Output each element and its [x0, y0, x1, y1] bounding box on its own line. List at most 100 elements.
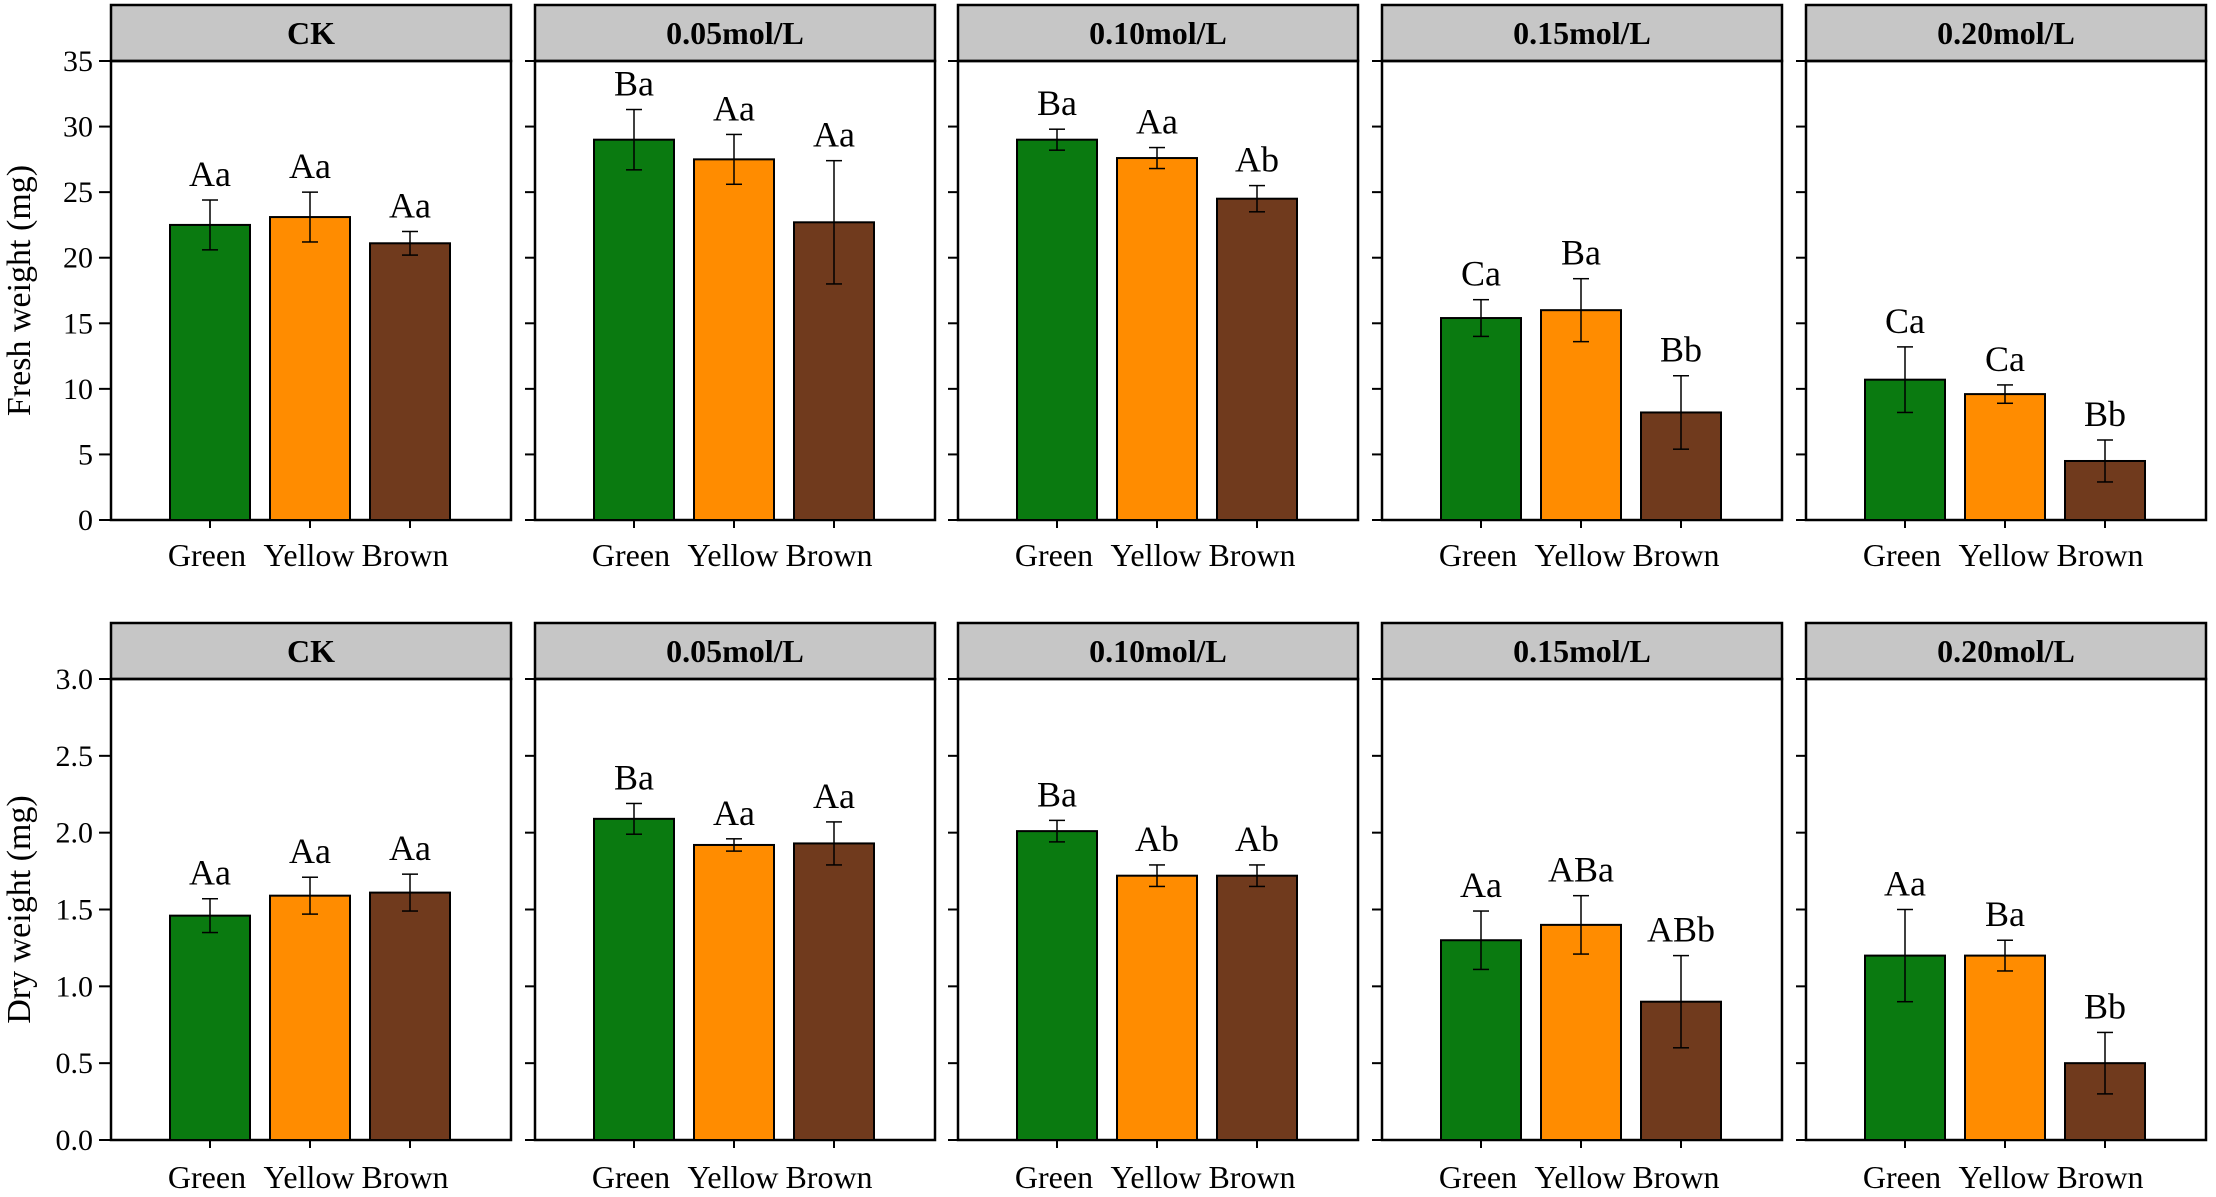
y-tick-label-dry-0: 0.0: [56, 1124, 94, 1157]
bar-dry-4-yellow: [1964, 954, 2046, 1141]
y-tick-label-dry-2: 1.0: [56, 970, 94, 1003]
y-axis-label-fresh: Fresh weight (mg): [1, 165, 38, 416]
category-label-dry-0-brown: Brown: [361, 1159, 448, 1192]
category-label-fresh-2-brown: Brown: [1208, 537, 1295, 573]
bar-fresh-1-yellow: [693, 158, 775, 521]
category-label-dry-0-green: Green: [168, 1159, 246, 1192]
panel-title-fresh-0: CK: [287, 15, 335, 51]
panel-header-fresh-0: [109, 3, 513, 63]
bar-fresh-2-yellow: [1116, 157, 1198, 521]
category-label-dry-0-yellow: Yellow: [264, 1159, 355, 1192]
significance-label-dry-1-green: Ba: [614, 757, 654, 797]
panel-header-dry-4: [1804, 621, 2208, 681]
category-label-dry-3-yellow: Yellow: [1535, 1159, 1626, 1192]
significance-label-dry-3-brown: ABb: [1647, 910, 1715, 950]
y-tick-label-dry-1: 0.5: [56, 1047, 94, 1080]
category-label-fresh-4-green: Green: [1863, 537, 1941, 573]
category-label-dry-2-yellow: Yellow: [1111, 1159, 1202, 1192]
significance-label-fresh-1-brown: Aa: [813, 115, 855, 155]
bar-dry-1-green: [593, 817, 675, 1141]
panel-title-dry-2: 0.10mol/L: [1089, 633, 1227, 669]
panel-title-dry-1: 0.05mol/L: [666, 633, 804, 669]
y-tick-label-fresh-6: 30: [63, 111, 93, 144]
significance-label-dry-4-yellow: Ba: [1985, 894, 2025, 934]
y-tick-label-dry-6: 3.0: [56, 663, 94, 696]
category-label-fresh-1-yellow: Yellow: [688, 537, 779, 573]
panel-header-dry-3: [1380, 621, 1784, 681]
bar-dry-2-green: [1016, 830, 1098, 1141]
y-tick-label-dry-4: 2.0: [56, 817, 94, 850]
y-tick-label-dry-5: 2.5: [56, 740, 94, 773]
category-label-dry-4-brown: Brown: [2056, 1159, 2143, 1192]
bar-dry-0-green: [169, 914, 251, 1141]
bar-fresh-4-yellow: [1964, 393, 2046, 521]
bar-fresh-1-green: [593, 138, 675, 522]
category-label-dry-1-yellow: Yellow: [688, 1159, 779, 1192]
bar-dry-1-yellow: [693, 843, 775, 1142]
significance-label-fresh-4-yellow: Ca: [1985, 339, 2025, 379]
significance-label-fresh-0-yellow: Aa: [289, 146, 331, 186]
category-label-fresh-1-green: Green: [592, 537, 670, 573]
significance-label-dry-3-green: Aa: [1460, 865, 1502, 905]
significance-label-dry-0-brown: Aa: [389, 828, 431, 868]
panel-title-dry-0: CK: [287, 633, 335, 669]
panel-title-fresh-4: 0.20mol/L: [1937, 15, 2075, 51]
significance-label-fresh-1-green: Ba: [614, 64, 654, 104]
significance-label-fresh-2-yellow: Aa: [1136, 102, 1178, 142]
category-label-dry-1-brown: Brown: [785, 1159, 872, 1192]
bar-dry-0-brown: [369, 891, 451, 1142]
bar-fresh-0-brown: [369, 242, 451, 521]
panel-header-dry-2: [956, 621, 1360, 681]
category-label-dry-4-green: Green: [1863, 1159, 1941, 1192]
significance-label-dry-1-yellow: Aa: [713, 793, 755, 833]
panel-title-fresh-3: 0.15mol/L: [1513, 15, 1651, 51]
significance-label-fresh-0-brown: Aa: [389, 185, 431, 225]
panel-title-dry-4: 0.20mol/L: [1937, 633, 2075, 669]
panel-header-dry-1: [533, 621, 937, 681]
bar-dry-3-green: [1440, 939, 1522, 1141]
panel-title-fresh-2: 0.10mol/L: [1089, 15, 1227, 51]
significance-label-dry-0-green: Aa: [189, 853, 231, 893]
significance-label-fresh-4-green: Ca: [1885, 301, 1925, 341]
category-label-fresh-4-yellow: Yellow: [1959, 537, 2050, 573]
panel-header-fresh-4: [1804, 3, 2208, 63]
significance-label-dry-2-yellow: Ab: [1135, 819, 1179, 859]
significance-label-dry-4-brown: Bb: [2084, 986, 2126, 1026]
significance-label-fresh-0-green: Aa: [189, 154, 231, 194]
category-label-fresh-2-yellow: Yellow: [1111, 537, 1202, 573]
significance-label-fresh-2-brown: Ab: [1235, 140, 1279, 180]
category-label-fresh-0-yellow: Yellow: [264, 537, 355, 573]
category-label-dry-2-brown: Brown: [1208, 1159, 1295, 1192]
significance-label-fresh-3-green: Ca: [1461, 254, 1501, 294]
category-label-fresh-1-brown: Brown: [785, 537, 872, 573]
significance-label-dry-1-brown: Aa: [813, 776, 855, 816]
y-tick-label-fresh-0: 0: [78, 504, 93, 537]
category-label-dry-3-brown: Brown: [1632, 1159, 1719, 1192]
category-label-dry-3-green: Green: [1439, 1159, 1517, 1192]
bar-dry-2-yellow: [1116, 874, 1198, 1142]
significance-label-fresh-4-brown: Bb: [2084, 394, 2126, 434]
category-label-fresh-3-green: Green: [1439, 537, 1517, 573]
category-label-fresh-3-yellow: Yellow: [1535, 537, 1626, 573]
category-label-fresh-4-brown: Brown: [2056, 537, 2143, 573]
bar-fresh-0-green: [169, 223, 251, 522]
y-tick-label-fresh-5: 25: [63, 176, 93, 209]
panel-header-fresh-1: [533, 3, 937, 63]
y-tick-label-dry-3: 1.5: [56, 894, 94, 927]
y-tick-label-fresh-2: 10: [63, 373, 93, 406]
bar-dry-1-brown: [793, 842, 875, 1141]
bar-fresh-2-green: [1016, 138, 1098, 522]
y-axis-label-dry: Dry weight (mg): [1, 795, 38, 1024]
y-tick-label-fresh-4: 20: [63, 242, 93, 275]
panel-header-dry-0: [109, 621, 513, 681]
category-label-fresh-0-green: Green: [168, 537, 246, 573]
bar-dry-3-yellow: [1540, 923, 1622, 1141]
significance-label-fresh-2-green: Ba: [1037, 83, 1077, 123]
category-label-fresh-3-brown: Brown: [1632, 537, 1719, 573]
panel-header-fresh-3: [1380, 3, 1784, 63]
significance-label-dry-4-green: Aa: [1884, 864, 1926, 904]
significance-label-dry-3-yellow: ABa: [1548, 850, 1614, 890]
bar-dry-2-brown: [1216, 874, 1298, 1142]
category-label-dry-2-green: Green: [1015, 1159, 1093, 1192]
